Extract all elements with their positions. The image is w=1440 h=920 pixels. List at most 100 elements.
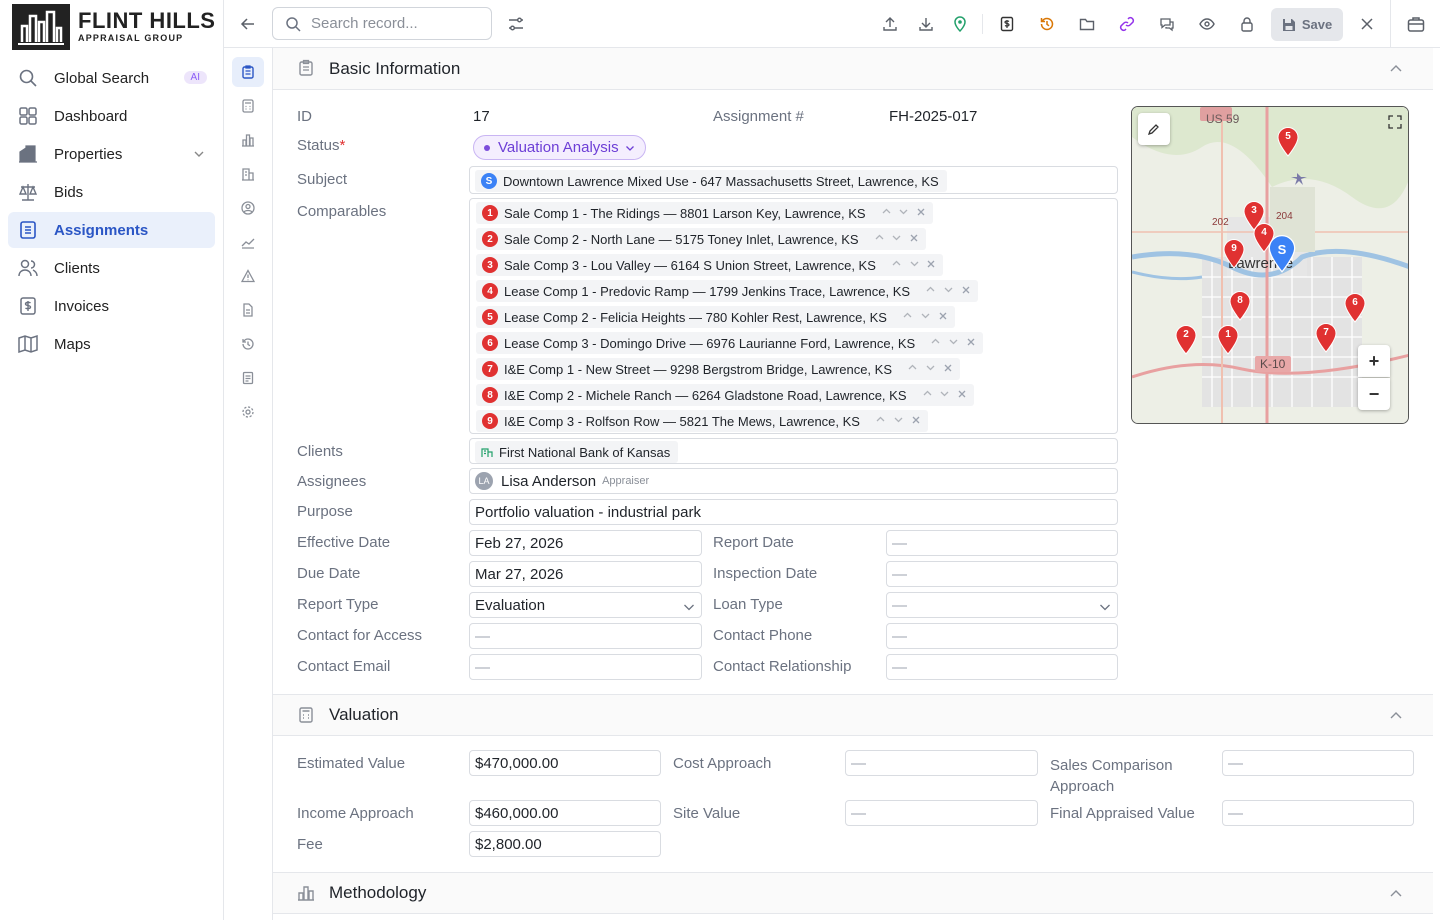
contact-relationship-field[interactable]: — bbox=[886, 654, 1118, 680]
folder-button[interactable] bbox=[1072, 9, 1102, 39]
contact-email-field[interactable]: — bbox=[469, 654, 702, 680]
lock-button[interactable] bbox=[1232, 9, 1262, 39]
comparable-chip[interactable]: 6 Lease Comp 3 - Domingo Drive — 6976 Lau… bbox=[476, 332, 983, 354]
sidebar-item-dashboard[interactable]: Dashboard bbox=[8, 98, 215, 134]
history-button[interactable] bbox=[1032, 9, 1062, 39]
sidebar-item-clients[interactable]: Clients bbox=[8, 250, 215, 286]
comparable-chip[interactable]: 3 Sale Comp 3 - Lou Valley — 6164 S Union… bbox=[476, 254, 944, 276]
sidebar-item-bids[interactable]: Bids bbox=[8, 174, 215, 210]
reorder-controls[interactable] bbox=[892, 259, 936, 271]
comparable-map-marker[interactable]: 1 bbox=[1217, 325, 1239, 355]
comparable-chip[interactable]: 8 I&E Comp 2 - Michele Ranch — 6264 Glads… bbox=[476, 384, 975, 406]
status-select[interactable]: Valuation Analysis bbox=[473, 135, 646, 160]
remove-icon[interactable] bbox=[962, 286, 970, 294]
chevron-down-icon[interactable] bbox=[949, 337, 958, 346]
rail-valuation[interactable] bbox=[232, 91, 264, 121]
reorder-controls[interactable] bbox=[903, 311, 947, 323]
chevron-down-icon[interactable] bbox=[899, 207, 908, 216]
location-button[interactable] bbox=[945, 9, 975, 39]
chevron-up-icon[interactable] bbox=[903, 311, 912, 320]
contact-access-field[interactable]: — bbox=[469, 623, 702, 649]
comparable-map-marker[interactable]: 2 bbox=[1175, 325, 1197, 355]
comparable-map-marker[interactable]: 7 bbox=[1315, 323, 1337, 353]
income-approach-field[interactable]: $460,000.00 bbox=[469, 800, 661, 826]
comparable-chip[interactable]: 1 Sale Comp 1 - The Ridings — 8801 Larson… bbox=[476, 202, 934, 224]
reorder-controls[interactable] bbox=[923, 389, 967, 401]
rail-documents[interactable] bbox=[232, 295, 264, 325]
comparable-chip[interactable]: 9 I&E Comp 3 - Rolfson Row — 5821 The Mew… bbox=[476, 410, 928, 432]
edit-map-button[interactable] bbox=[1138, 113, 1170, 145]
chevron-down-icon[interactable] bbox=[892, 233, 901, 242]
report-type-select[interactable]: Evaluation bbox=[469, 592, 702, 618]
chevron-up-icon[interactable] bbox=[926, 285, 935, 294]
clients-field[interactable]: First National Bank of Kansas bbox=[469, 438, 1118, 464]
save-button[interactable]: Save bbox=[1271, 8, 1343, 41]
remove-icon[interactable] bbox=[912, 416, 920, 424]
chevron-down-icon[interactable] bbox=[944, 285, 953, 294]
inspection-date-field[interactable]: — bbox=[886, 561, 1118, 587]
rail-contacts[interactable] bbox=[232, 193, 264, 223]
comparable-map-marker[interactable]: 8 bbox=[1229, 291, 1251, 321]
cost-approach-field[interactable]: — bbox=[845, 750, 1038, 776]
reorder-controls[interactable] bbox=[908, 363, 952, 375]
chevron-down-icon[interactable] bbox=[926, 363, 935, 372]
rail-property[interactable] bbox=[232, 159, 264, 189]
estimated-value-field[interactable]: $470,000.00 bbox=[469, 750, 661, 776]
link-button[interactable] bbox=[1112, 9, 1142, 39]
remove-icon[interactable] bbox=[917, 208, 925, 216]
subject-field[interactable]: S Downtown Lawrence Mixed Use - 647 Mass… bbox=[469, 166, 1118, 194]
chevron-up-icon[interactable] bbox=[1389, 62, 1403, 76]
chevron-down-icon[interactable] bbox=[921, 311, 930, 320]
contact-phone-field[interactable]: — bbox=[886, 623, 1118, 649]
comparables-field[interactable]: 1 Sale Comp 1 - The Ridings — 8801 Larson… bbox=[469, 198, 1118, 434]
sales-comparison-field[interactable]: — bbox=[1222, 750, 1414, 776]
fullscreen-button[interactable] bbox=[1388, 115, 1402, 129]
purpose-field[interactable]: Portfolio valuation - industrial park bbox=[469, 499, 1118, 525]
sidebar-item-properties[interactable]: Properties bbox=[8, 136, 215, 172]
subject-map-marker[interactable]: S bbox=[1268, 235, 1296, 273]
remove-icon[interactable] bbox=[967, 338, 975, 346]
final-value-field[interactable]: — bbox=[1222, 800, 1414, 826]
chevron-up-icon[interactable] bbox=[1389, 887, 1403, 901]
comparable-map-marker[interactable]: 9 bbox=[1223, 239, 1245, 269]
search-input[interactable] bbox=[311, 15, 481, 32]
chevron-up-icon[interactable] bbox=[876, 415, 885, 424]
brand-logo[interactable]: FLINT HILLS APPRAISAL GROUP bbox=[12, 4, 215, 50]
comparable-chip[interactable]: 7 I&E Comp 1 - New Street — 9298 Bergstro… bbox=[476, 358, 960, 380]
upload-button[interactable] bbox=[875, 9, 905, 39]
comments-button[interactable] bbox=[1152, 9, 1182, 39]
back-button[interactable] bbox=[233, 9, 263, 39]
basic-info-header[interactable]: Basic Information bbox=[273, 48, 1433, 90]
chevron-up-icon[interactable] bbox=[875, 233, 884, 242]
filter-button[interactable] bbox=[501, 9, 531, 39]
valuation-header[interactable]: Valuation bbox=[273, 694, 1433, 736]
chevron-down-icon[interactable] bbox=[910, 259, 919, 268]
zoom-in-button[interactable]: + bbox=[1358, 345, 1390, 377]
briefcase-button[interactable] bbox=[1401, 9, 1431, 39]
chevron-down-icon[interactable] bbox=[940, 389, 949, 398]
loan-type-select[interactable]: — bbox=[886, 592, 1118, 618]
effective-date-field[interactable]: Feb 27, 2026 bbox=[469, 530, 702, 556]
rail-notes[interactable] bbox=[232, 363, 264, 393]
rail-basic-info[interactable] bbox=[232, 57, 264, 87]
sidebar-item-assignments[interactable]: Assignments bbox=[8, 212, 215, 248]
sidebar-item-invoices[interactable]: Invoices bbox=[8, 288, 215, 324]
rail-methodology[interactable] bbox=[232, 125, 264, 155]
reorder-controls[interactable] bbox=[931, 337, 975, 349]
rail-risks[interactable] bbox=[232, 261, 264, 291]
chevron-up-icon[interactable] bbox=[908, 363, 917, 372]
methodology-header[interactable]: Methodology bbox=[273, 872, 1433, 914]
client-chip[interactable]: First National Bank of Kansas bbox=[475, 441, 679, 463]
reorder-controls[interactable] bbox=[876, 415, 920, 427]
comparable-map-marker[interactable]: 3 bbox=[1243, 201, 1265, 231]
remove-icon[interactable] bbox=[939, 312, 947, 320]
rail-history[interactable] bbox=[232, 329, 264, 359]
reorder-controls[interactable] bbox=[875, 233, 919, 245]
chevron-up-icon[interactable] bbox=[882, 207, 891, 216]
rail-market[interactable] bbox=[232, 227, 264, 257]
comparable-chip[interactable]: 2 Sale Comp 2 - North Lane — 5175 Toney I… bbox=[476, 228, 927, 250]
fee-field[interactable]: $2,800.00 bbox=[469, 831, 661, 857]
comparable-map-marker[interactable]: 6 bbox=[1344, 293, 1366, 323]
zoom-out-button[interactable]: − bbox=[1358, 378, 1390, 410]
